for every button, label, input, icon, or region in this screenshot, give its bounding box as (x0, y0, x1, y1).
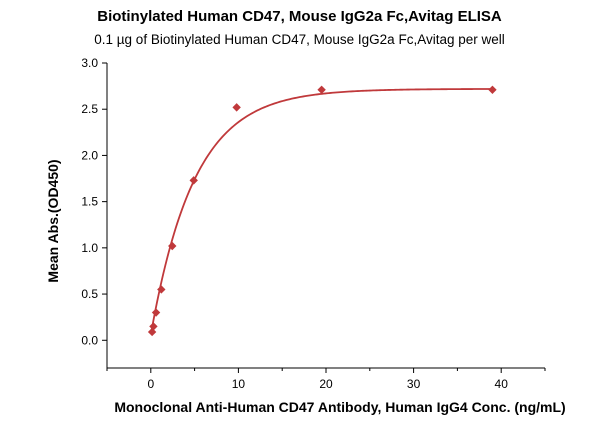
data-point (317, 85, 326, 95)
x-tick-label: 0 (147, 377, 154, 391)
x-axis-title: Monoclonal Anti-Human CD47 Antibody, Hum… (114, 399, 565, 415)
x-tick-label: 20 (319, 377, 333, 391)
fit-curve-layer (150, 88, 493, 331)
y-tick-label: 0.5 (81, 287, 98, 301)
data-point (147, 327, 157, 337)
y-tick-label: 2.0 (81, 148, 98, 162)
axes: 0.0 0.5 1.0 1.5 2.0 2.5 3.0 0 10 20 30 40 (81, 56, 546, 391)
data-point (157, 285, 166, 294)
y-tick-label: 1.0 (81, 241, 98, 255)
chart-subtitle: 0.1 µg of Biotinylated Human CD47, Mouse… (94, 32, 505, 47)
data-point (232, 103, 241, 112)
x-tick-label: 30 (407, 377, 421, 391)
fit-curve (150, 88, 493, 331)
y-tick-label: 3.0 (81, 56, 98, 70)
x-tick-label: 40 (495, 377, 509, 391)
data-point (151, 308, 161, 317)
y-tick-label: 1.5 (81, 195, 98, 209)
x-tick-label: 10 (232, 377, 246, 391)
y-axis-title: Mean Abs.(OD450) (45, 159, 61, 282)
data-points-layer (147, 85, 497, 337)
data-point (149, 322, 158, 331)
data-point (488, 85, 497, 95)
data-point (168, 241, 177, 251)
data-point (189, 176, 198, 185)
y-tick-label: 0.0 (81, 333, 98, 347)
chart-title: Biotinylated Human CD47, Mouse IgG2a Fc,… (97, 8, 502, 25)
y-tick-label: 2.5 (81, 102, 98, 116)
